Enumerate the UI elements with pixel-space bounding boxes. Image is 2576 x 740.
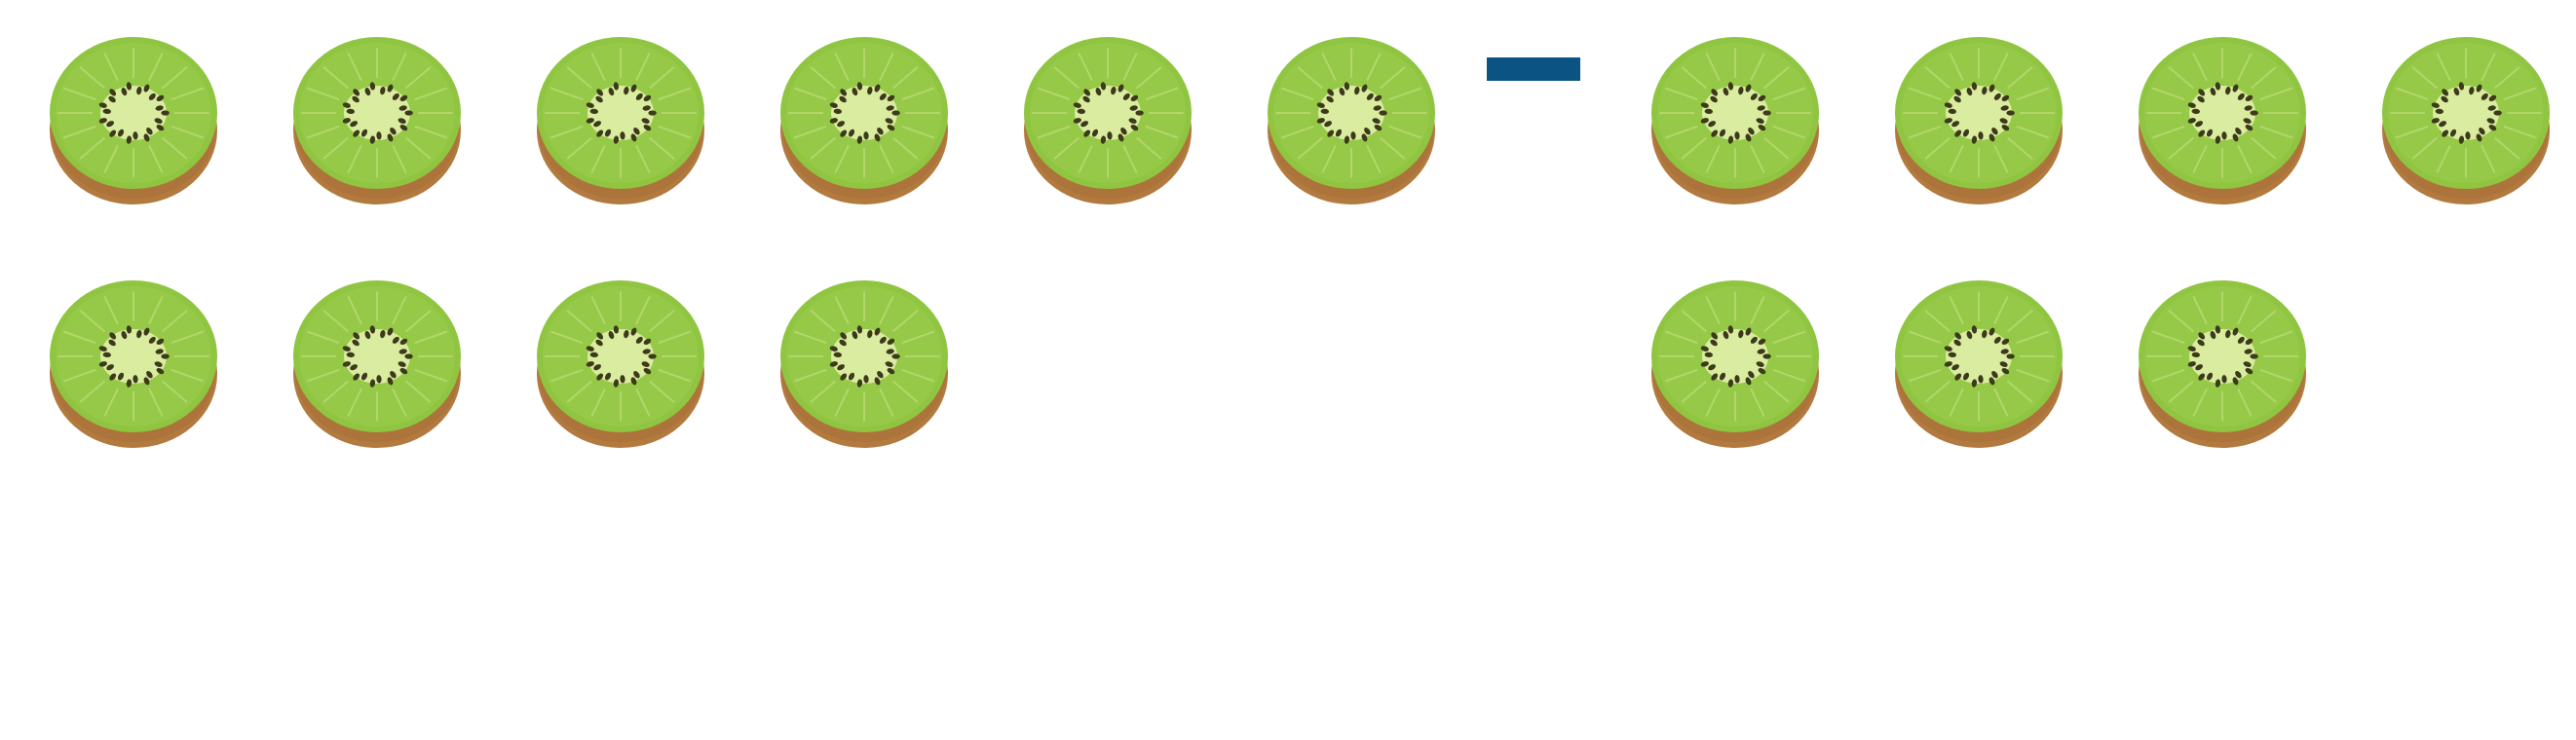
kiwi-slice-icon: [537, 280, 704, 448]
minus-sign: [1487, 57, 1580, 81]
kiwi-slice-icon: [1651, 37, 1819, 204]
kiwi-slice-icon: [1651, 280, 1819, 448]
kiwi-slice-icon: [293, 280, 461, 448]
kiwi-slice-icon: [537, 37, 704, 204]
kiwi-slice-icon: [2139, 37, 2306, 204]
kiwi-slice-icon: [1895, 37, 2063, 204]
kiwi-slice-icon: [1895, 280, 2063, 448]
kiwi-slice-icon: [780, 280, 948, 448]
kiwi-slice-icon: [50, 37, 217, 204]
kiwi-slice-icon: [1024, 37, 1192, 204]
kiwi-slice-icon: [2139, 280, 2306, 448]
kiwi-slice-icon: [780, 37, 948, 204]
kiwi-group-left: [50, 37, 1435, 448]
kiwi-slice-icon: [293, 37, 461, 204]
kiwi-slice-icon: [50, 280, 217, 448]
kiwi-slice-icon: [1268, 37, 1435, 204]
kiwi-slice-icon: [2382, 37, 2550, 204]
kiwi-group-right: [1651, 37, 2550, 448]
